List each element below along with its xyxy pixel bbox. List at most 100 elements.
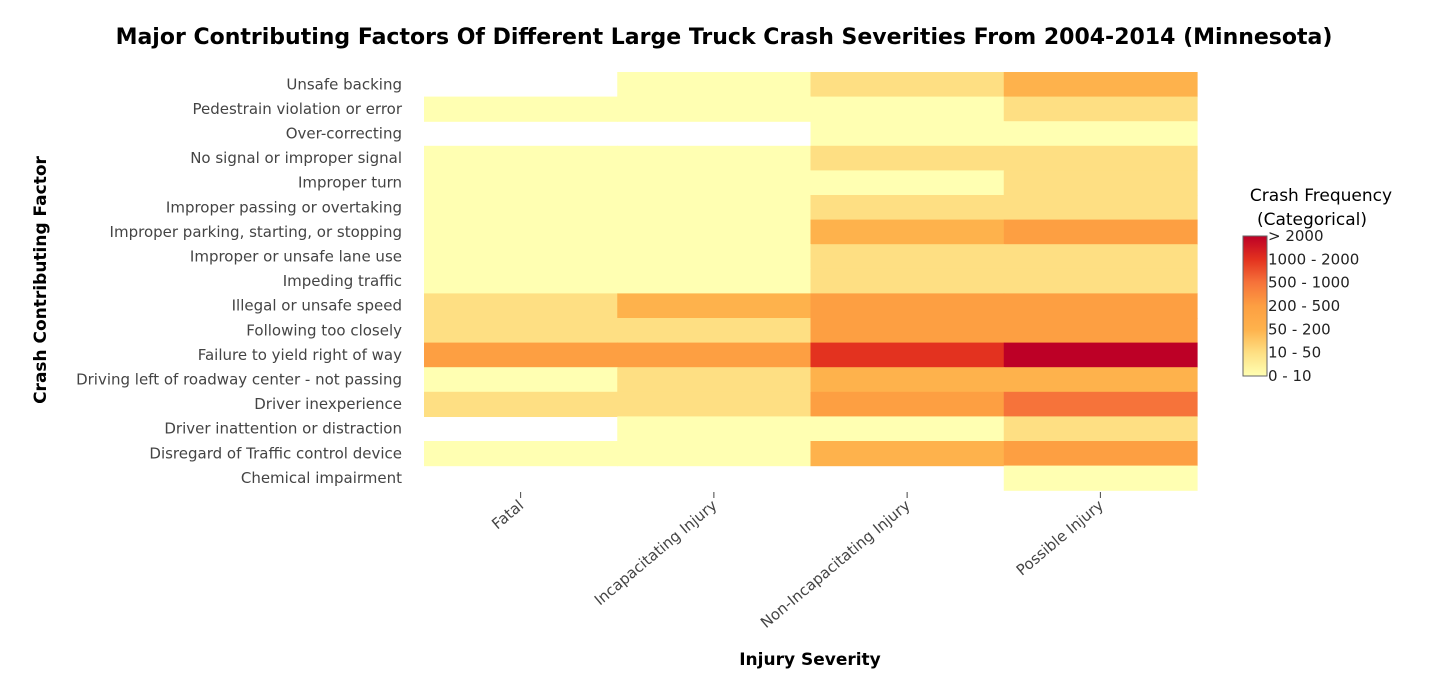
- y-tick-label: Pedestrain violation or error: [193, 100, 403, 118]
- heatmap-cell: [424, 391, 618, 417]
- heatmap-cell: [424, 441, 618, 467]
- heatmap-cell: [617, 416, 812, 442]
- heatmap-cell: [1003, 96, 1198, 122]
- y-tick-label: No signal or improper signal: [190, 149, 402, 167]
- heatmap-cell: [1003, 145, 1198, 171]
- heatmap-cell: [1003, 342, 1198, 368]
- heatmap-cell: [810, 416, 1005, 442]
- heatmap-cell: [617, 145, 812, 171]
- y-tick-label: Impeding traffic: [283, 272, 402, 290]
- heatmap-cell: [617, 244, 812, 270]
- legend-label: 50 - 200: [1268, 320, 1331, 338]
- heatmap-cell: [617, 195, 812, 221]
- y-tick-label: Failure to yield right of way: [198, 346, 402, 364]
- heatmap-cell: [617, 293, 812, 319]
- heatmap-cell: [810, 195, 1005, 221]
- legend: Crash Frequency (Categorical) 0 - 10 10 -…: [1242, 186, 1392, 385]
- y-tick-label: Following too closely: [246, 321, 402, 339]
- heatmap-cell: [810, 121, 1005, 147]
- heatmap-cell: [810, 342, 1005, 368]
- legend-title-line1: Crash Frequency: [1250, 186, 1392, 206]
- heatmap-cell: [617, 441, 812, 467]
- legend-label: 10 - 50: [1268, 344, 1321, 362]
- heatmap-cell: [424, 318, 618, 344]
- heatmap-cell: [1003, 293, 1198, 319]
- heatmap-cell: [617, 268, 812, 294]
- y-tick-label: Driver inexperience: [254, 395, 402, 413]
- heatmap-cell: [1003, 391, 1198, 417]
- legend-label: 500 - 1000: [1268, 274, 1350, 292]
- heatmap-cell: [1003, 121, 1198, 147]
- y-tick-label: Unsafe backing: [286, 75, 402, 93]
- legend-colorbar: [1242, 235, 1268, 377]
- heatmap-cell: [810, 96, 1005, 122]
- heatmap-cell: [1003, 367, 1198, 393]
- y-tick-label: Improper passing or overtaking: [166, 198, 402, 216]
- heatmap-cell: [810, 268, 1005, 294]
- heatmap-cell: [617, 342, 812, 368]
- heatmap-cell: [810, 244, 1005, 270]
- heatmap-cell: [810, 219, 1005, 245]
- x-axis-title: Injury Severity: [739, 650, 881, 670]
- heatmap-cell: [424, 268, 618, 294]
- heatmap-cell: [810, 318, 1005, 344]
- heatmap-cell: [424, 293, 618, 319]
- heatmap-cell: [424, 219, 618, 245]
- y-tick-label: Improper parking, starting, or stopping: [110, 223, 402, 241]
- heatmap-cell: [1003, 72, 1198, 98]
- heatmap-cell: [617, 219, 812, 245]
- heatmap-cell: [424, 195, 618, 221]
- y-tick-label: Improper turn: [298, 174, 402, 192]
- heatmap-cell: [1003, 170, 1198, 196]
- y-tick-label: Disregard of Traffic control device: [149, 444, 402, 462]
- heatmap-cell: [617, 391, 812, 417]
- y-tick-label: Over-correcting: [286, 125, 402, 143]
- heatmap-cell: [1003, 195, 1198, 221]
- heatmap-cell: [810, 441, 1005, 467]
- legend-title-line2: (Categorical): [1257, 210, 1367, 230]
- heatmap-cell: [810, 367, 1005, 393]
- heatmap-cell: [617, 367, 812, 393]
- y-tick-label: Illegal or unsafe speed: [232, 297, 402, 315]
- heatmap-cell: [1003, 244, 1198, 270]
- y-tick-labels: Unsafe backing Pedestrain violation or er…: [76, 75, 403, 487]
- x-tick-labels: Fatal Incapacitating Injury Non-Incapacita…: [488, 492, 1107, 632]
- heatmap-cell: [810, 72, 1005, 98]
- x-tick-label: Possible Injury: [1013, 496, 1107, 579]
- heatmap-cell: [1003, 219, 1198, 245]
- y-tick-label: Chemical impairment: [241, 469, 402, 487]
- heatmap-cell: [1003, 268, 1198, 294]
- heatmap-cell: [810, 293, 1005, 319]
- heatmap-cell: [424, 244, 618, 270]
- heatmap-cell: [424, 145, 618, 171]
- heatmap-cell: [424, 170, 618, 196]
- y-axis-title: Crash Contributing Factor: [31, 155, 51, 403]
- heatmap-cell: [617, 72, 812, 98]
- legend-label: 1000 - 2000: [1268, 250, 1359, 268]
- heatmap-cell: [1003, 441, 1198, 467]
- x-tick-label: Fatal: [488, 496, 527, 533]
- heatmap-cell: [1003, 416, 1198, 442]
- legend-label: > 2000: [1268, 227, 1324, 245]
- heatmap-cell: [1003, 465, 1198, 491]
- y-tick-label: Improper or unsafe lane use: [190, 248, 402, 266]
- heatmap-cell: [617, 96, 812, 122]
- x-tick-label: Incapacitating Injury: [591, 496, 721, 609]
- x-tick-label: Non-Incapacitating Injury: [757, 496, 914, 632]
- heatmap-cell: [810, 170, 1005, 196]
- heatmap-cell: [617, 170, 812, 196]
- y-tick-label: Driver inattention or distraction: [164, 420, 402, 438]
- heatmap-cell: [424, 96, 618, 122]
- heatmap-cell: [424, 342, 618, 368]
- heatmap-cell: [810, 145, 1005, 171]
- legend-label: 0 - 10: [1268, 367, 1312, 385]
- legend-labels: 0 - 10 10 - 50 50 - 200 200 - 500 500 - 1000…: [1268, 227, 1359, 385]
- heatmap-cell: [1003, 318, 1198, 344]
- heatmap-cell: [617, 318, 812, 344]
- y-tick-label: Driving left of roadway center - not pas…: [76, 371, 402, 389]
- chart-title: Major Contributing Factors Of Different …: [116, 25, 1333, 50]
- heatmap-cells: [424, 72, 1198, 491]
- heatmap-cell: [424, 367, 618, 393]
- heatmap-cell: [810, 391, 1005, 417]
